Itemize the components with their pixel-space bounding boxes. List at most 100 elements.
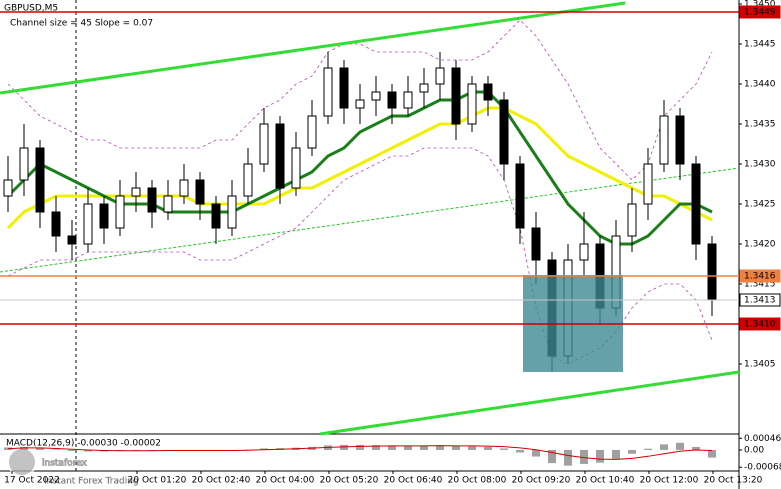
candle-body [227,195,237,229]
watermark: instaforex Instant Forex Trading [7,447,139,487]
macd-bar [532,449,540,457]
y-tick-label: 1.3420 [744,240,776,250]
y-tick-label: 1.3415 [744,280,776,290]
price-level-box [739,269,781,283]
chart-subtitle: Channel size = 45 Slope = 0.07 [10,19,153,29]
candle-body [179,179,189,197]
candle-body [467,83,477,125]
macd-tick-label: -0.00068 [744,463,781,473]
x-tick-label: 20 Oct 04:00 [256,476,315,486]
macd-bar [596,449,604,463]
candle-body [371,91,381,101]
x-tick-label: 20 Oct 02:40 [192,476,251,486]
y-tick-label: 1.3435 [744,120,776,130]
x-tick-label: 20 Oct 01:20 [128,476,187,486]
candle-body [691,163,701,245]
macd-signal [7,445,713,460]
macd-bar [68,449,76,451]
macd-bar [372,445,380,450]
candle-body [307,115,317,149]
watermark-brand: instaforex [42,459,87,469]
watermark-tagline: Instant Forex Trading [44,477,139,487]
candle-body [67,235,77,245]
macd-bar [356,444,364,450]
candle-body [99,203,109,229]
candle-body [403,91,413,109]
candle-body [627,203,637,237]
x-tick-label: 20 Oct 10:40 [576,476,635,486]
x-tick-label: 20 Oct 12:00 [640,476,699,486]
price-level-box [739,317,781,331]
candle-body [419,83,429,93]
price-level-label: 1.3410 [744,320,776,330]
macd-bar [708,449,716,458]
candle-body [515,163,525,229]
x-tick-label: 20 Oct 09:20 [512,476,571,486]
channel-upper [0,1,626,95]
price-level-label: 1.3416 [744,272,776,282]
y-tick-label: 1.3440 [744,80,776,90]
indicator-line [6,90,713,246]
macd-bar [452,446,460,450]
candle-body [115,195,125,229]
indicator-line [6,106,713,230]
candle-body [435,67,445,85]
candle-body [355,99,365,109]
candle-body [19,147,29,181]
macd-bar [676,442,684,450]
candle-body [387,91,397,109]
candle-body [531,227,541,261]
candle-body [131,187,141,197]
channel-middle [0,167,740,273]
price-level-label: 1.3449 [744,8,776,18]
macd-bar [468,446,476,450]
macd-bar [148,449,156,451]
candle-body [243,163,253,197]
macd-bar [692,446,700,450]
macd-bar [404,445,412,450]
macd-bar [84,449,92,452]
macd-bar [660,444,668,450]
candle-body [259,123,269,165]
chart-title: GBPUSD,M5 [4,4,58,14]
candle-body [275,123,285,189]
candle-body [3,179,13,197]
y-tick-label: 1.3445 [744,40,776,50]
candle-body [643,163,653,205]
macd-bar [340,444,348,450]
candle-body [211,203,221,229]
candle-body [147,187,157,213]
x-tick-label: 20 Oct 05:20 [320,476,379,486]
macd-bar [628,449,636,454]
macd-bar [564,449,572,466]
candle-body [339,67,349,109]
y-tick-label: 1.3425 [744,200,776,210]
candle-body [675,115,685,165]
candle-body [195,179,205,205]
candle-body [499,99,509,165]
macd-bar [260,448,268,450]
macd-bar [52,449,60,450]
macd-bar [20,446,28,450]
candle-body [659,115,669,165]
y-tick-label: 1.3405 [744,360,776,370]
candle-body [51,211,61,237]
macd-bar [132,449,140,451]
x-tick-label: 20 Oct 06:40 [384,476,443,486]
price-level-box [739,5,781,19]
candle-body [451,67,461,125]
macd-bar [548,449,556,464]
macd-bar [612,449,620,459]
macd-bar [580,449,588,464]
x-tick-label: 20 Oct 13:20 [704,476,763,486]
channel-lower [319,370,740,436]
candle-body [579,243,589,261]
macd-bar [388,445,396,450]
x-tick-label: 20 Oct 08:00 [448,476,507,486]
candle-body [35,147,45,213]
macd-bar [644,448,652,450]
candle-body [323,67,333,117]
y-tick-label: 1.3430 [744,160,776,170]
